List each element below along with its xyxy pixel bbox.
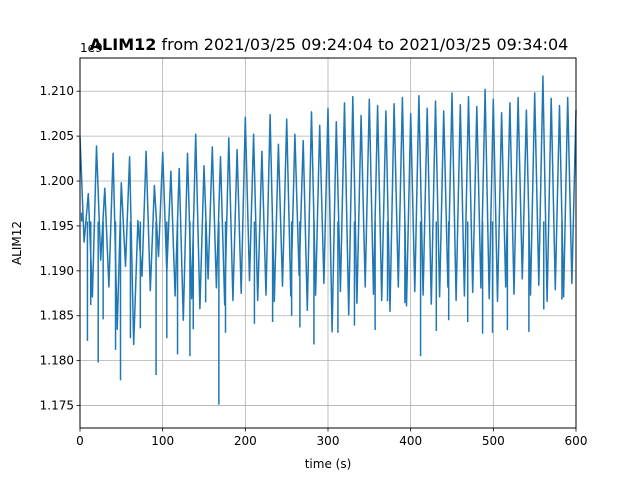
chart-title: ALIM12 from 2021/03/25 09:24:04 to 2021/… (90, 35, 569, 54)
offset-text: 1e9 (80, 41, 103, 55)
ticks: 0 100 200 300 400 500 600 1.175 1.180 1.185 1.190 1… (40, 84, 588, 448)
x-tick-label: 500 (482, 434, 505, 448)
y-tick-label: 1.205 (40, 129, 74, 143)
y-tick-label: 1.180 (40, 354, 74, 368)
x-tick-label: 0 (76, 434, 84, 448)
y-tick-label: 1.195 (40, 219, 74, 233)
chart-title-rest: from 2021/03/25 09:24:04 to 2021/03/25 0… (156, 35, 568, 54)
y-tick-label: 1.210 (40, 84, 74, 98)
chart-title-bold: ALIM12 (90, 35, 157, 54)
x-tick-label: 200 (234, 434, 257, 448)
y-axis-label: ALIM12 (10, 221, 24, 265)
x-tick-label: 400 (399, 434, 422, 448)
y-tick-label: 1.190 (40, 264, 74, 278)
y-tick-label: 1.185 (40, 309, 74, 323)
x-tick-label: 600 (565, 434, 588, 448)
x-tick-label: 300 (317, 434, 340, 448)
y-tick-label: 1.175 (40, 399, 74, 413)
series-line (79, 75, 577, 346)
y-tick-label: 1.200 (40, 174, 74, 188)
data-layer (79, 75, 577, 405)
x-tick-label: 100 (151, 434, 174, 448)
x-axis-label: time (s) (305, 457, 352, 471)
